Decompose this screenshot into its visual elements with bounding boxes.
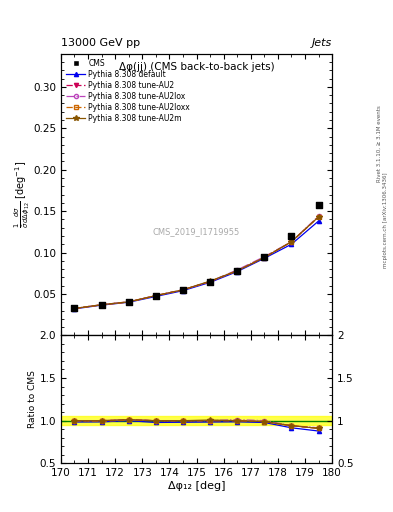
Point [72,304,78,312]
Legend: CMS, Pythia 8.308 default, Pythia 8.308 tune-AU2, Pythia 8.308 tune-AU2lox, Pyth: CMS, Pythia 8.308 default, Pythia 8.308 … [65,57,192,124]
Text: 13000 GeV pp: 13000 GeV pp [61,37,140,48]
Point [207,278,213,286]
Point [152,291,159,300]
Text: CMS_2019_I1719955: CMS_2019_I1719955 [153,227,240,236]
Text: Δφ(jj) (CMS back-to-back jets): Δφ(jj) (CMS back-to-back jets) [119,62,274,72]
Y-axis label: $\frac{1}{\bar{\sigma}}\frac{d\sigma}{d\Delta\phi_{12}}$ [deg$^{-1}$]: $\frac{1}{\bar{\sigma}}\frac{d\sigma}{d\… [12,161,31,228]
Bar [61,416,332,425]
Point [126,298,132,306]
Point [99,301,105,309]
Point [180,286,186,294]
Text: Rivet 3.1.10, ≥ 3.1M events: Rivet 3.1.10, ≥ 3.1M events [377,105,382,182]
Text: Jets: Jets [312,37,332,48]
Point [315,201,321,209]
Y-axis label: Ratio to CMS: Ratio to CMS [28,370,37,429]
Point [234,267,241,275]
X-axis label: Δφ₁₂ [deg]: Δφ₁₂ [deg] [168,481,225,491]
Text: mcplots.cern.ch [arXiv:1306.3436]: mcplots.cern.ch [arXiv:1306.3436] [383,173,387,268]
Point [261,252,268,261]
Point [288,232,294,240]
